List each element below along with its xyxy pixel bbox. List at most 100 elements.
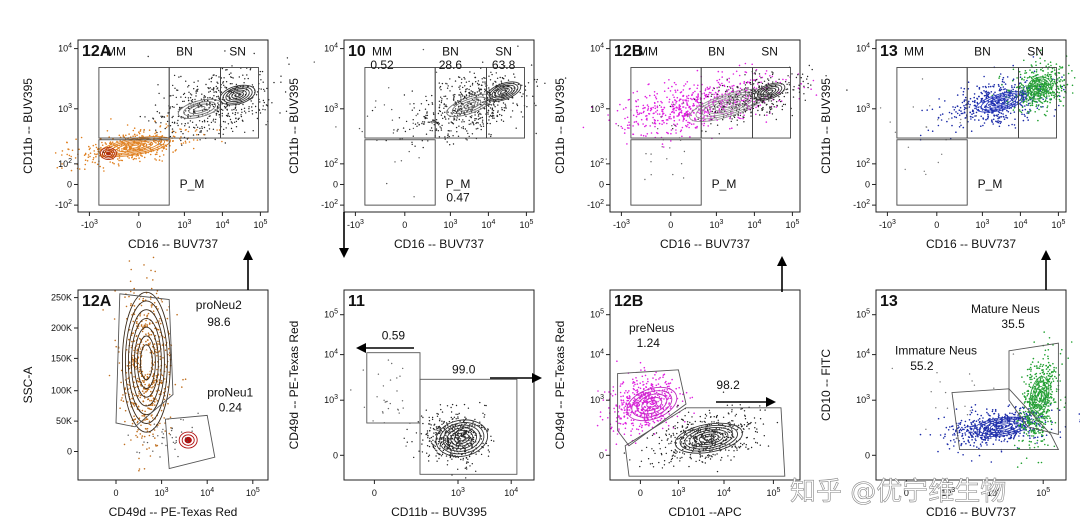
event-dot xyxy=(449,90,451,92)
event-dot xyxy=(487,455,490,457)
event-dot-immature xyxy=(963,112,966,114)
event-dot xyxy=(174,87,176,90)
event-dot xyxy=(422,439,424,441)
event-dot-immature xyxy=(941,113,944,115)
event-dot-proNeu2 xyxy=(136,320,138,323)
event-dot-immature xyxy=(951,124,953,127)
y-axis-label: CD11b -- BUV395 xyxy=(287,78,301,174)
event-dot-preNeus xyxy=(785,79,787,81)
event-dot-preNeus xyxy=(685,119,688,122)
event-dot xyxy=(427,437,429,439)
event-dot-PM xyxy=(180,136,182,138)
event-dot-proNeu2 xyxy=(157,328,159,331)
event-dot xyxy=(459,438,462,440)
event-dot xyxy=(493,440,495,442)
event-dot-proNeu2 xyxy=(163,398,166,401)
event-dot-mature xyxy=(1059,84,1062,87)
event-dot-proNeu2 xyxy=(134,418,136,421)
y-tick-label: 102 xyxy=(856,158,870,169)
event-dot xyxy=(503,109,506,112)
event-dot xyxy=(201,93,203,95)
event-dot xyxy=(767,78,769,80)
event-dot xyxy=(173,74,176,77)
event-dot-immature xyxy=(985,86,987,89)
event-dot-PM xyxy=(154,141,156,143)
event-dot-PM xyxy=(165,126,168,129)
event-dot-preNeus xyxy=(656,113,659,115)
event-dot xyxy=(494,80,496,83)
event-dot xyxy=(783,95,785,98)
event-dot-preNeus xyxy=(753,86,756,89)
event-dot-sparse xyxy=(186,440,189,442)
event-dot-mature xyxy=(1034,111,1036,113)
event-dot xyxy=(159,143,161,145)
event-dot-preNeus xyxy=(723,84,725,87)
event-dot-immature xyxy=(980,97,983,100)
event-dot xyxy=(669,105,672,108)
event-dot xyxy=(199,131,201,133)
event-dot-preNeus xyxy=(635,105,638,108)
event-dot xyxy=(490,439,493,442)
event-dot-preNeus xyxy=(718,108,721,110)
event-dot xyxy=(480,92,482,94)
event-dot-preNeus xyxy=(676,123,679,125)
event-dot-immature xyxy=(993,84,996,86)
event-dot-proNeu2 xyxy=(129,280,132,283)
event-dot xyxy=(429,430,431,432)
event-dot-preNeus xyxy=(653,94,656,97)
event-dot xyxy=(480,453,483,456)
event-dot-PM xyxy=(118,149,121,151)
event-dot xyxy=(507,98,510,101)
event-dot-proNeu2 xyxy=(150,399,153,402)
event-dot-preNeus xyxy=(662,113,664,115)
event-dot-preNeus xyxy=(797,87,800,89)
event-dot xyxy=(479,104,482,106)
event-dot-mature xyxy=(1071,84,1074,87)
event-dot-preNeus xyxy=(696,98,698,101)
event-dot-PM xyxy=(84,163,87,166)
y-tick-label: 0 xyxy=(333,179,338,189)
event-dot xyxy=(451,113,453,115)
event-dot xyxy=(203,95,206,97)
event-dot xyxy=(437,429,439,431)
event-dot-immature xyxy=(1012,88,1014,91)
event-dot xyxy=(521,95,523,98)
event-dot-preNeus xyxy=(716,79,718,82)
event-dot-preNeus xyxy=(653,122,655,125)
event-dot xyxy=(697,118,699,121)
event-dot xyxy=(494,106,496,108)
event-dot-preNeus xyxy=(643,110,645,113)
event-dot-preNeus xyxy=(764,72,767,75)
event-dot xyxy=(771,113,774,115)
event-dot-proNeu2 xyxy=(147,398,150,400)
event-dot-preNeus xyxy=(638,113,640,115)
event-dot xyxy=(464,85,466,87)
event-dot xyxy=(440,114,443,116)
event-dot xyxy=(497,111,499,114)
event-dot xyxy=(225,127,227,129)
event-dot xyxy=(441,443,444,446)
event-dot xyxy=(243,110,246,112)
event-dot xyxy=(776,101,778,103)
x-tick-label: 104 xyxy=(481,219,495,230)
event-dot-mature xyxy=(1031,101,1033,103)
event-dot-proNeu2 xyxy=(142,400,144,402)
event-dot xyxy=(190,100,193,102)
event-dot-mature xyxy=(1045,65,1047,67)
event-dot xyxy=(484,414,486,416)
event-dot-sparse xyxy=(313,61,315,63)
event-dot-mature xyxy=(1024,72,1026,74)
event-dot xyxy=(439,110,442,113)
event-dot xyxy=(441,420,443,422)
event-dot xyxy=(422,416,424,419)
event-dot xyxy=(439,85,442,88)
event-dot-PM xyxy=(93,153,96,155)
event-dot-PM xyxy=(192,139,195,141)
event-dot xyxy=(470,116,472,119)
event-dot-proNeu2 xyxy=(128,260,131,262)
event-dot-PM xyxy=(143,131,145,133)
y-tick-label: -102 xyxy=(55,199,72,210)
event-dot xyxy=(215,85,217,88)
event-dot-mature xyxy=(1028,99,1030,101)
